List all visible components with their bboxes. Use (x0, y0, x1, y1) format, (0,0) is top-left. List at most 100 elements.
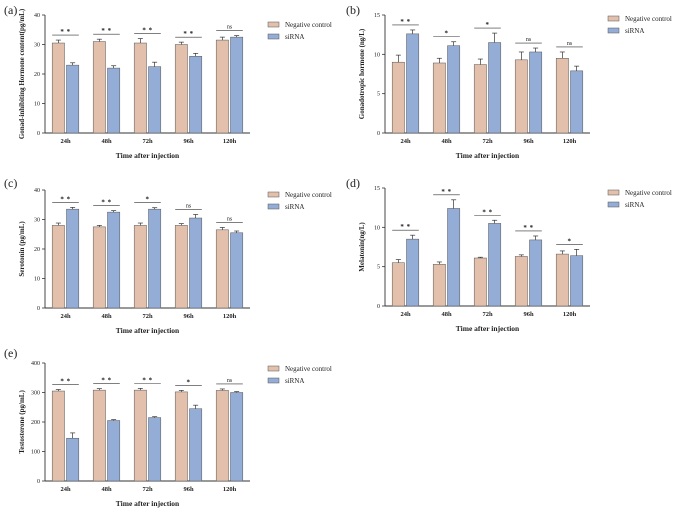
x-tick-label: 24h (400, 311, 411, 318)
significance-label: * * (101, 27, 111, 35)
y-tick-label: 15 (374, 186, 380, 192)
bar-sirna-48h (107, 67, 121, 134)
bar-sirna-48h (107, 211, 121, 309)
x-tick-label: 96h (183, 138, 194, 145)
x-tick-label: 96h (183, 486, 194, 493)
x-tick-label: 24h (60, 486, 71, 493)
bar-sirna-120h (570, 70, 584, 134)
bar-negative-control-72h (473, 64, 487, 134)
y-axis-label: Serotonin (pg/mL) (18, 221, 26, 277)
legend-swatch (267, 365, 280, 372)
y-tick-label: 10 (34, 102, 40, 108)
bar-sirna-72h (148, 208, 162, 309)
significance-label: * (146, 196, 150, 204)
legend-swatch (607, 27, 620, 34)
x-tick-label: 72h (482, 311, 493, 318)
x-tick-label: 120h (563, 138, 577, 145)
bar-sirna-120h (230, 232, 244, 309)
significance-label: ns (526, 37, 532, 43)
x-tick-label: 120h (223, 313, 237, 320)
x-tick-label: 120h (223, 138, 237, 145)
x-axis-label: Time after injection (116, 151, 180, 160)
bar-negative-control-120h (555, 253, 569, 307)
y-tick-label: 20 (34, 247, 40, 253)
significance-label: ns (227, 216, 233, 222)
x-tick-label: 72h (142, 313, 153, 320)
significance-label: * * (142, 376, 152, 384)
bar-negative-control-72h (133, 389, 147, 482)
legend-swatch (607, 15, 620, 22)
y-axis-label: Testosterone (pg/mL) (18, 390, 26, 454)
y-tick-label: 5 (377, 265, 380, 271)
significance-label: ns (227, 378, 233, 384)
significance-label: * * (60, 195, 70, 203)
y-tick-label: 300 (31, 391, 40, 397)
x-tick-label: 24h (60, 138, 71, 145)
significance-label: ns (567, 41, 573, 47)
x-tick-label: 96h (183, 313, 194, 320)
bar-negative-control-48h (92, 41, 106, 134)
legend-label: Negative control (625, 15, 672, 23)
legend-label: Negative control (285, 365, 332, 373)
significance-label: * * (400, 18, 410, 26)
chart-panel-4: (e) 0 100 200 300 400 Testosterone (pg/mL) Time… (4, 346, 332, 508)
bar-negative-control-96h (174, 225, 188, 309)
bar-sirna-72h (148, 417, 162, 482)
legend-label: Negative control (625, 189, 672, 197)
bar-sirna-24h (406, 33, 420, 134)
panel-letter: (b) (346, 3, 360, 17)
bar-sirna-96h (189, 217, 203, 309)
bar-negative-control-120h (215, 390, 229, 482)
x-tick-label: 24h (60, 313, 71, 320)
panel-letter: (c) (4, 176, 17, 190)
bar-negative-control-120h (555, 58, 569, 134)
bar-sirna-48h (447, 208, 461, 307)
bar-sirna-72h (488, 42, 502, 134)
legend-swatch (267, 191, 280, 198)
legend-swatch (607, 189, 620, 196)
legend-swatch (267, 21, 280, 28)
legend-swatch (267, 33, 280, 40)
legend-swatch (267, 203, 280, 210)
bar-negative-control-24h (51, 225, 65, 309)
significance-label: * * (101, 199, 111, 207)
panel-letter: (d) (346, 176, 360, 190)
y-tick-label: 0 (377, 131, 380, 137)
chart-panel-0: (a) 0 10 20 30 40 Gonad-inhibiting Hormone con… (4, 3, 332, 160)
y-tick-label: 100 (31, 450, 40, 456)
bar-negative-control-120h (215, 39, 229, 134)
y-tick-label: 10 (374, 52, 380, 58)
significance-label: * * (60, 378, 70, 386)
bar-negative-control-72h (133, 225, 147, 309)
x-axis-label: Time after injection (116, 326, 180, 335)
bar-negative-control-96h (514, 256, 528, 307)
bar-sirna-120h (570, 255, 584, 307)
bar-negative-control-96h (174, 44, 188, 134)
x-tick-label: 72h (142, 138, 153, 145)
y-tick-label: 15 (374, 13, 380, 19)
y-axis-label: Gonadotropic hormone (ng/L) (358, 28, 366, 119)
significance-label: ns (186, 203, 192, 209)
x-tick-label: 24h (400, 138, 411, 145)
y-tick-label: 10 (34, 277, 40, 283)
x-axis-label: Time after injection (456, 151, 520, 160)
x-tick-label: 96h (523, 311, 534, 318)
significance-label: * * (523, 224, 533, 232)
bar-negative-control-48h (92, 389, 106, 482)
chart-panel-1: (b) 0 5 10 15 Gonadotropic hormone (ng/L) Time… (346, 3, 672, 160)
bar-negative-control-120h (215, 229, 229, 309)
significance-label: * * (441, 188, 451, 196)
bar-negative-control-96h (514, 59, 528, 134)
significance-label: ns (227, 25, 233, 31)
significance-label: * * (101, 377, 111, 385)
y-tick-label: 10 (374, 225, 380, 231)
y-tick-label: 30 (34, 218, 40, 224)
chart-panel-3: (d) 0 5 10 15 Melatonin(ng/L) Time after injec… (346, 176, 672, 333)
significance-label: * * (400, 223, 410, 231)
legend-label: siRNA (285, 377, 304, 385)
significance-label: * (486, 21, 490, 29)
bar-sirna-24h (406, 238, 420, 307)
x-tick-label: 48h (441, 138, 452, 145)
legend-label: siRNA (625, 201, 644, 209)
bar-negative-control-24h (391, 61, 405, 134)
